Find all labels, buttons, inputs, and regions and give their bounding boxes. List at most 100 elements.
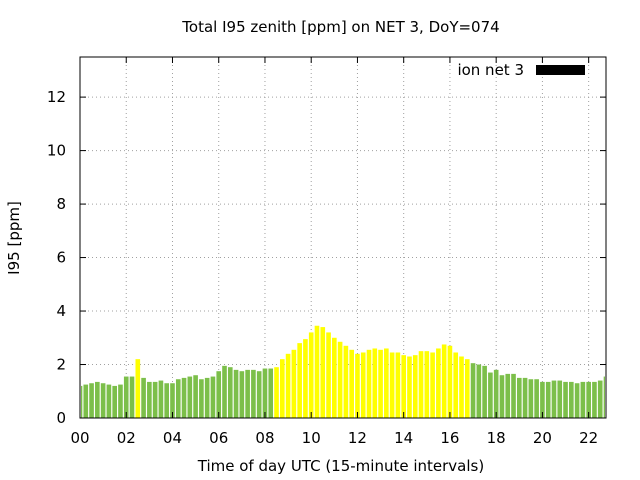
bar [279, 359, 285, 418]
bar [152, 381, 158, 418]
bar [118, 384, 123, 418]
ticks [79, 57, 606, 419]
bar [499, 375, 505, 418]
y-tick-label: 10 [47, 142, 66, 160]
x-tick-labels: 00 02 04 06 08 10 12 14 16 18 20 22 [70, 429, 598, 447]
bar [447, 345, 453, 418]
bar [112, 385, 117, 418]
bar [464, 359, 470, 418]
bar [470, 363, 476, 418]
bar [291, 349, 297, 418]
bar [147, 381, 152, 418]
bar [401, 355, 407, 418]
bar [592, 381, 597, 418]
bar [256, 371, 262, 418]
bar [603, 376, 605, 418]
bar [262, 368, 268, 418]
legend: ion net 3 [457, 61, 585, 79]
bar [193, 375, 198, 418]
bar [436, 348, 441, 418]
bar [216, 371, 222, 418]
bar [528, 379, 534, 418]
bar [372, 348, 378, 418]
y-tick-label: 4 [56, 302, 66, 320]
bar [418, 351, 424, 418]
y-tick-label: 6 [56, 249, 66, 267]
bar [574, 383, 580, 418]
bar [430, 352, 435, 418]
bar [123, 376, 129, 418]
bar [181, 377, 187, 418]
bar [95, 381, 100, 418]
x-tick-label: 06 [209, 429, 228, 447]
bar [407, 356, 412, 418]
bar [516, 377, 522, 418]
bar [141, 377, 146, 418]
bar [106, 384, 112, 418]
bar [308, 332, 314, 418]
bar [395, 352, 401, 418]
bar [100, 383, 106, 418]
grid-lines [80, 57, 606, 418]
bar [187, 376, 193, 418]
bar [540, 381, 545, 418]
x-tick-label: 20 [533, 429, 552, 447]
bar [170, 383, 175, 418]
bar [580, 381, 586, 418]
bar [569, 381, 574, 418]
bar [412, 355, 418, 418]
bar [199, 379, 204, 418]
bar [459, 356, 464, 418]
bar [326, 332, 331, 418]
y-tick-label: 12 [47, 88, 66, 106]
bar [476, 364, 482, 418]
bar [563, 381, 568, 418]
x-tick-label: 02 [117, 429, 136, 447]
bar [557, 380, 563, 418]
bar [453, 352, 459, 418]
bar [81, 385, 83, 418]
bar [493, 369, 499, 418]
y-tick-label: 2 [56, 356, 66, 374]
bar [343, 345, 349, 418]
bar [505, 373, 511, 418]
bar [164, 383, 170, 418]
bar [274, 367, 279, 418]
bar [424, 351, 430, 418]
bar [337, 341, 343, 418]
bar [545, 381, 551, 418]
y-tick-label: 8 [56, 195, 66, 213]
bar [83, 384, 89, 418]
bar [245, 369, 250, 418]
bar [89, 383, 94, 418]
x-tick-label: 16 [440, 429, 459, 447]
bar [597, 380, 603, 418]
bar [251, 369, 256, 418]
x-tick-label: 12 [348, 429, 367, 447]
bar [482, 365, 487, 418]
bar [297, 343, 302, 418]
x-axis-title: Time of day UTC (15-minute intervals) [197, 457, 484, 475]
legend-swatch [536, 65, 585, 75]
x-tick-label: 18 [487, 429, 506, 447]
bar [522, 377, 528, 418]
y-tick-labels: 0 2 4 6 8 10 12 [47, 88, 66, 427]
y-axis-title: I95 [ppm] [5, 201, 23, 275]
x-tick-label: 08 [255, 429, 274, 447]
bar [303, 339, 308, 418]
bar [586, 381, 591, 418]
bar [534, 379, 539, 418]
bars [81, 325, 605, 418]
legend-label: ion net 3 [457, 61, 524, 79]
bar [204, 377, 210, 418]
bar [366, 349, 372, 418]
bar [511, 373, 516, 418]
bar [332, 337, 337, 418]
bar [233, 369, 239, 418]
x-tick-label: 00 [70, 429, 89, 447]
bar [355, 353, 360, 418]
bar [349, 349, 354, 418]
bar [320, 327, 326, 418]
x-tick-label: 22 [579, 429, 598, 447]
